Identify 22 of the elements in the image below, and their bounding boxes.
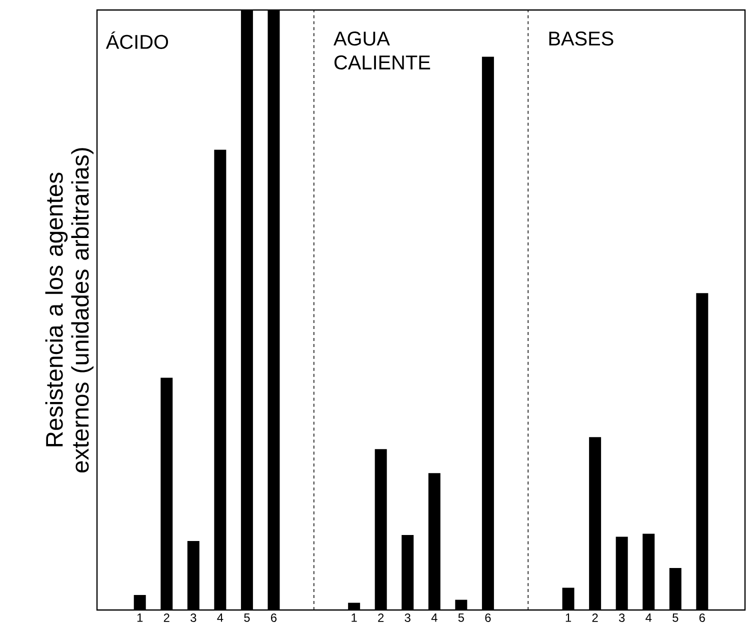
x-tick-label: 2 xyxy=(164,614,170,622)
x-tick-label: 3 xyxy=(404,614,410,622)
x-tick-label: 1 xyxy=(566,614,572,622)
annotation: BASES xyxy=(549,32,614,46)
annotation: AGUA CALIENTE xyxy=(334,32,430,70)
x-tick-label: 2 xyxy=(592,614,598,622)
x-tick-label: 4 xyxy=(217,614,224,622)
x-tick-label: 2 xyxy=(378,614,384,622)
x-tick-label: 5 xyxy=(672,614,678,622)
x-tick-label: 6 xyxy=(699,614,705,622)
x-tick-label: 6 xyxy=(271,614,277,622)
x-tick-label: 5 xyxy=(244,614,250,622)
annotation: ÁCIDO xyxy=(106,32,168,49)
x-tick-label: 4 xyxy=(646,614,652,622)
x-tick-label: 3 xyxy=(618,614,625,622)
x-tick-label: 3 xyxy=(190,614,196,622)
x-tick-label: 1 xyxy=(352,614,357,622)
x-tick-label: 4 xyxy=(431,614,438,622)
y-axis-title: Resistencia a los agentes externos (unidades arbitrarias) xyxy=(45,148,94,472)
x-tick-label: 1 xyxy=(137,614,143,622)
x-tick-label: 6 xyxy=(485,614,491,622)
x-tick-label: 5 xyxy=(458,614,464,622)
